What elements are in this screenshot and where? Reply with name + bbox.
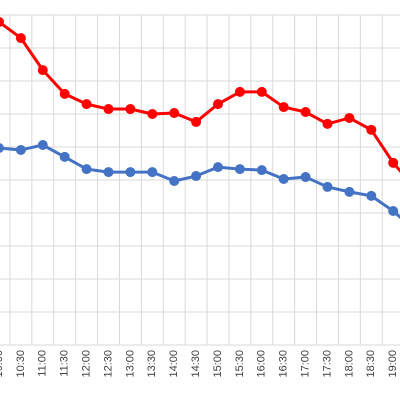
point bbox=[344, 112, 355, 123]
point bbox=[81, 99, 92, 110]
point bbox=[103, 167, 114, 178]
x-tick-label: 18:30 bbox=[365, 350, 377, 378]
point bbox=[169, 108, 180, 119]
x-tick-label: 17:30 bbox=[321, 350, 333, 378]
point bbox=[81, 164, 92, 175]
point bbox=[59, 151, 70, 162]
x-tick-label: 10:30 bbox=[15, 350, 27, 378]
point bbox=[256, 86, 267, 97]
point bbox=[191, 171, 202, 182]
point bbox=[322, 181, 333, 192]
point bbox=[234, 86, 245, 97]
point bbox=[59, 88, 70, 99]
point bbox=[213, 162, 223, 173]
x-tick-label: 11:30 bbox=[59, 350, 71, 377]
point bbox=[388, 206, 399, 217]
point bbox=[0, 17, 4, 27]
x-tick-label: 12:00 bbox=[81, 350, 93, 378]
x-tick-label: 13:30 bbox=[146, 350, 158, 378]
point bbox=[125, 167, 136, 178]
point bbox=[256, 165, 267, 176]
x-tick-label: 14:30 bbox=[190, 350, 202, 378]
point bbox=[0, 143, 4, 153]
point bbox=[125, 104, 136, 115]
point bbox=[15, 144, 26, 155]
point bbox=[169, 175, 180, 186]
point bbox=[344, 186, 355, 197]
point bbox=[213, 99, 223, 110]
point bbox=[15, 33, 26, 44]
point bbox=[37, 65, 48, 76]
point bbox=[147, 109, 158, 119]
x-tick-label: 16:00 bbox=[256, 350, 268, 378]
point bbox=[147, 167, 158, 178]
point bbox=[37, 140, 48, 151]
x-tick-label: 12:30 bbox=[102, 350, 114, 378]
point bbox=[278, 174, 289, 185]
x-tick-label: 17:00 bbox=[300, 350, 312, 378]
x-tick-label: 15:30 bbox=[234, 350, 246, 378]
point bbox=[388, 157, 399, 168]
point bbox=[103, 104, 114, 115]
point bbox=[300, 107, 311, 118]
x-tick-label: 10:00 bbox=[0, 350, 5, 378]
x-tick-label: 16:30 bbox=[278, 350, 290, 378]
x-tick-label: 13:00 bbox=[124, 350, 136, 378]
point bbox=[300, 172, 311, 183]
series-line bbox=[0, 20, 400, 173]
point bbox=[322, 118, 333, 129]
point bbox=[278, 102, 289, 113]
x-tick-label: 18:00 bbox=[343, 350, 355, 378]
point bbox=[366, 124, 377, 135]
point bbox=[366, 190, 377, 201]
x-tick-label: 19:00 bbox=[387, 350, 399, 378]
point bbox=[234, 164, 245, 175]
x-tick-label: 15:00 bbox=[212, 350, 224, 378]
point bbox=[191, 116, 202, 127]
x-tick-label: 14:00 bbox=[168, 350, 180, 378]
x-tick-label: 11:00 bbox=[37, 350, 49, 377]
